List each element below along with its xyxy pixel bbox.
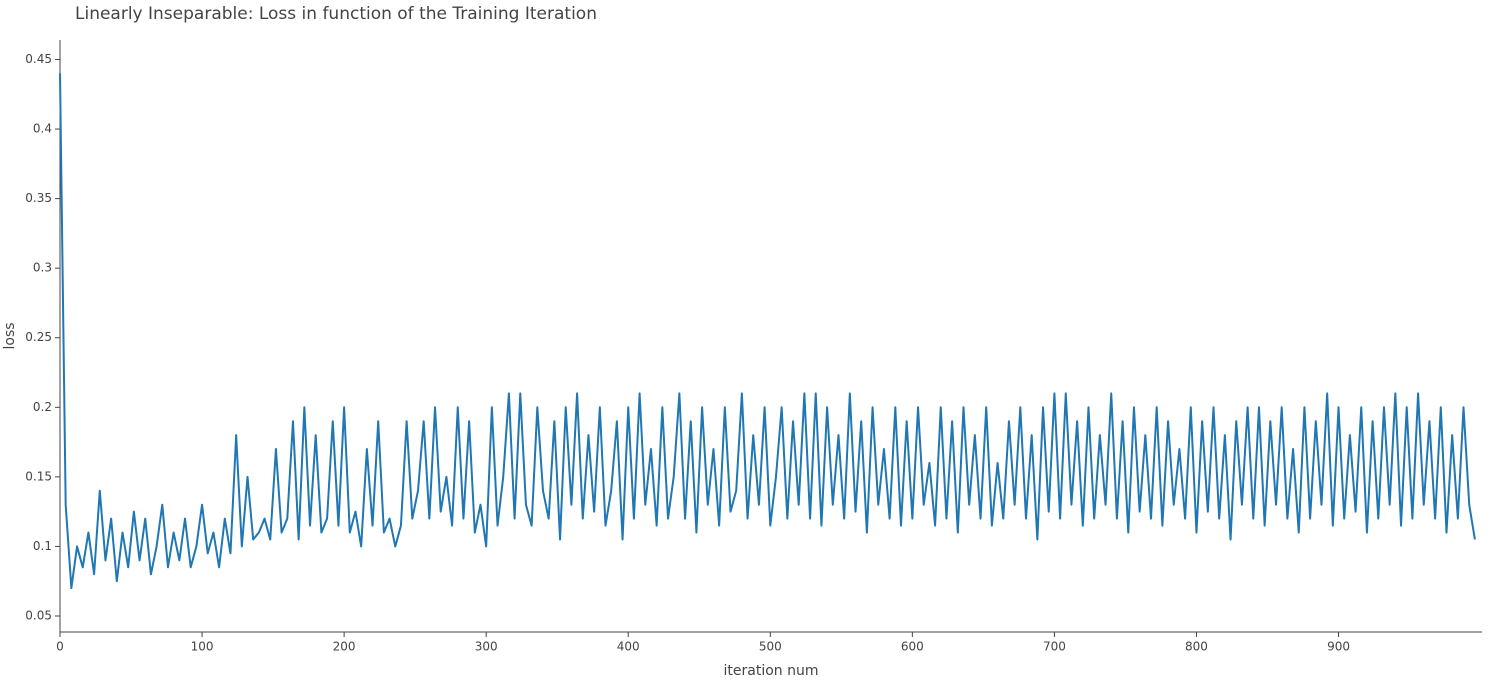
x-tick-label: 900 (1327, 640, 1350, 654)
y-tick-label: 0.3 (33, 261, 52, 275)
y-axis-label: loss (2, 322, 18, 349)
x-tick-label: 100 (191, 640, 214, 654)
y-tick-label: 0.15 (25, 469, 52, 483)
chart-title: Linearly Inseparable: Loss in function o… (75, 4, 597, 24)
y-tick-label: 0.2 (33, 400, 52, 414)
line-series (59, 73, 1476, 590)
x-tick-label: 0 (56, 640, 64, 654)
y-tick-label: 0.4 (33, 122, 52, 136)
x-tick-label: 200 (333, 640, 356, 654)
x-tick-label: 700 (1043, 640, 1066, 654)
x-tick-label: 400 (617, 640, 640, 654)
x-tick-label: 600 (901, 640, 924, 654)
x-axis-label: iteration num (724, 663, 819, 679)
x-tick-label: 300 (475, 640, 498, 654)
x-tick-label: 500 (759, 640, 782, 654)
y-tick-label: 0.25 (25, 330, 52, 344)
y-tick-label: 0.1 (33, 539, 52, 553)
y-tick-label: 0.45 (25, 52, 52, 66)
y-tick-label: 0.35 (25, 191, 52, 205)
x-tick-label: 800 (1185, 640, 1208, 654)
y-tick-label: 0.05 (25, 609, 52, 623)
